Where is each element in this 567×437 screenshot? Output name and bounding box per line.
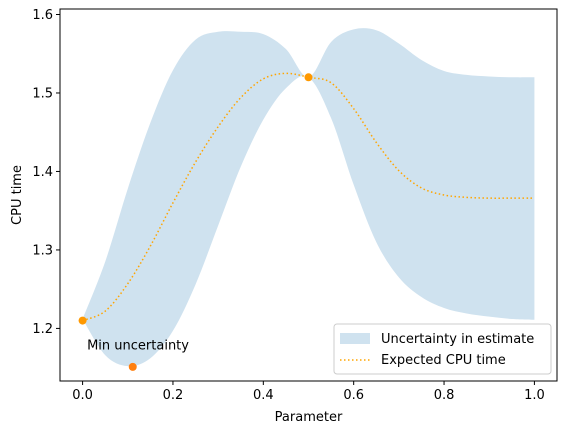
x-tick-label: 0.2 xyxy=(163,388,184,403)
y-tick-label: 1.4 xyxy=(32,165,53,180)
annotation-0: Min uncertainty xyxy=(87,339,189,354)
x-tick-label: 0.0 xyxy=(72,388,93,403)
y-tick-label: 1.2 xyxy=(32,322,53,337)
x-tick-label: 0.8 xyxy=(434,388,455,403)
uncertainty-band xyxy=(82,28,535,367)
x-tick-label: 0.4 xyxy=(253,388,274,403)
x-tick-label: 1.0 xyxy=(524,388,545,403)
y-tick-label: 1.6 xyxy=(32,8,53,23)
legend-box xyxy=(333,323,552,375)
y-tick-label: 1.3 xyxy=(32,243,53,258)
plot-area: Min uncertainty xyxy=(78,28,535,371)
y-tick-label: 1.5 xyxy=(32,86,53,101)
axes-frame xyxy=(59,8,558,382)
legend-label-uncertainty: Uncertainty in estimate xyxy=(381,332,534,347)
legend: Uncertainty in estimate Expected CPU tim… xyxy=(333,323,552,375)
marker-point-0 xyxy=(78,316,87,325)
y-axis-label: CPU time xyxy=(10,165,25,225)
legend-label-expected: Expected CPU time xyxy=(381,353,506,368)
expected-cpu-line xyxy=(82,72,535,322)
marker-point-2 xyxy=(128,362,137,371)
legend-swatch-uncertainty xyxy=(340,333,370,344)
marker-point-1 xyxy=(304,73,313,82)
x-tick-label: 0.6 xyxy=(343,388,364,403)
x-axis-ticks: 0.0 0.2 0.4 0.6 0.8 1.0 xyxy=(72,381,545,403)
x-axis-label: Parameter xyxy=(275,410,343,425)
y-axis-ticks: 1.2 1.3 1.4 1.5 1.6 xyxy=(32,8,60,337)
